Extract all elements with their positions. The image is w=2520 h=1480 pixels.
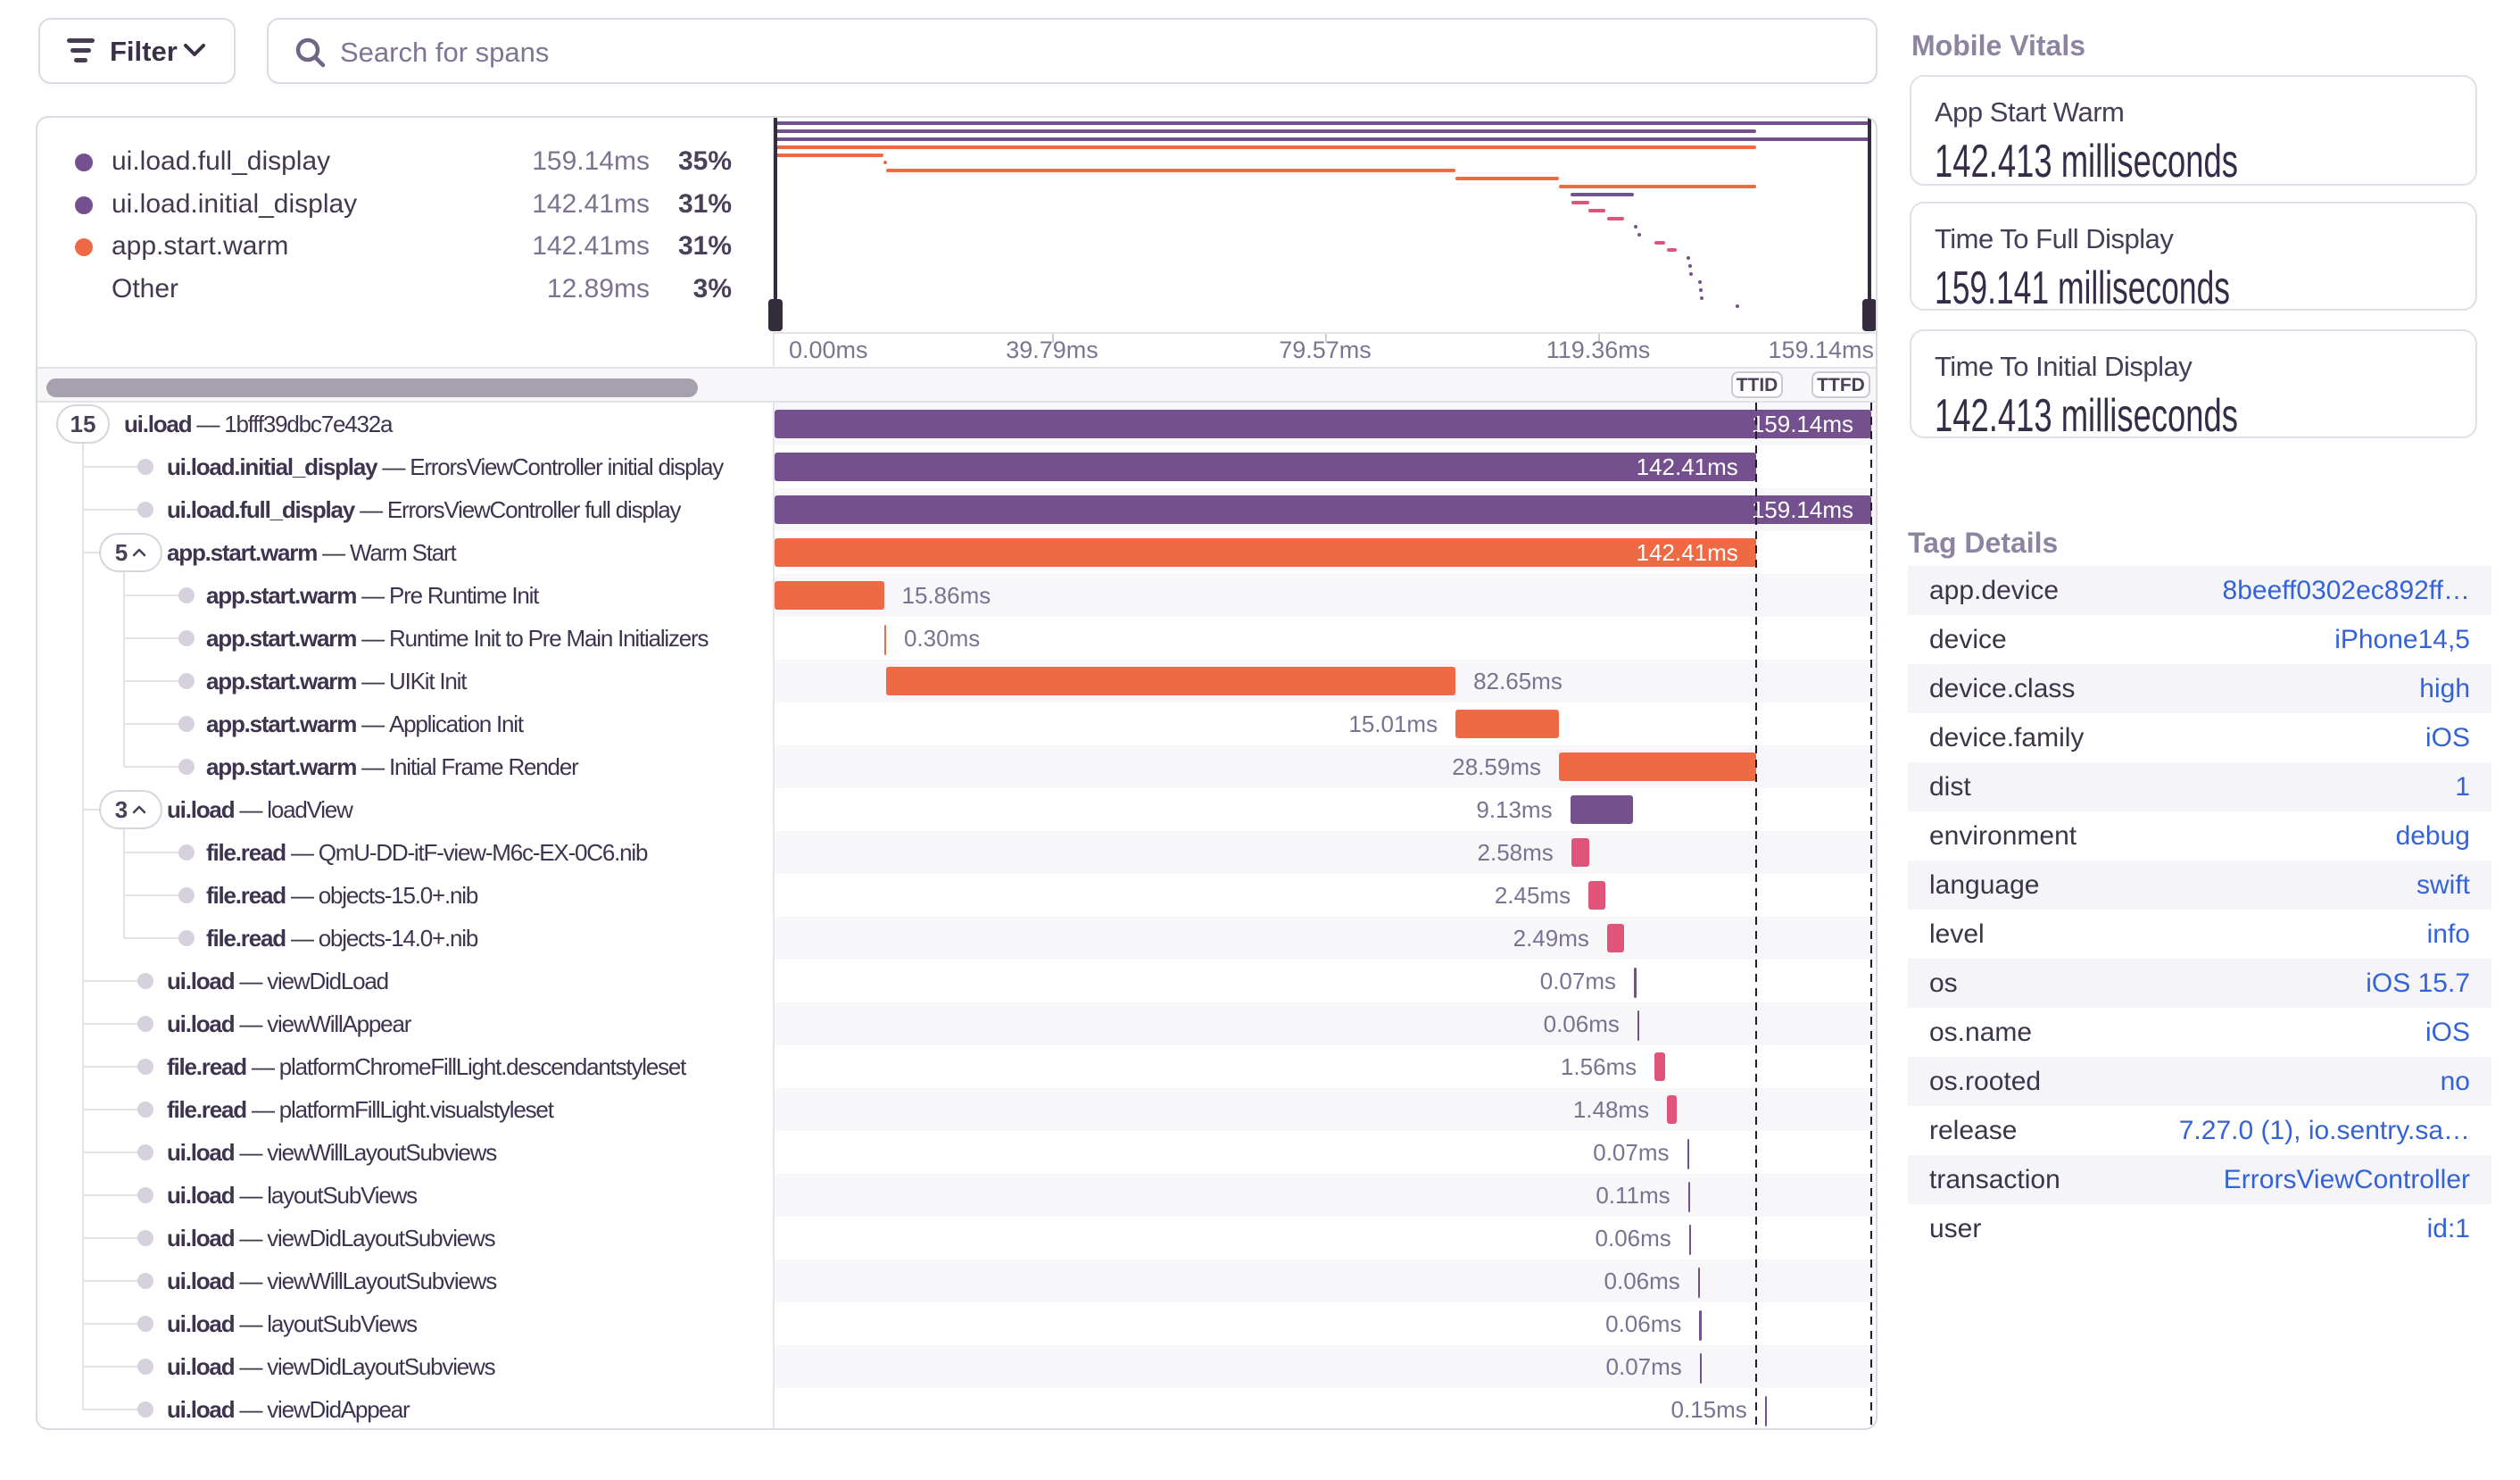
svg-text:142.413 milliseconds: 142.413 milliseconds — [1935, 390, 2238, 438]
svg-text:159.141 milliseconds: 159.141 milliseconds — [1935, 262, 2230, 311]
svg-text:142.413 milliseconds: 142.413 milliseconds — [1935, 136, 2238, 184]
